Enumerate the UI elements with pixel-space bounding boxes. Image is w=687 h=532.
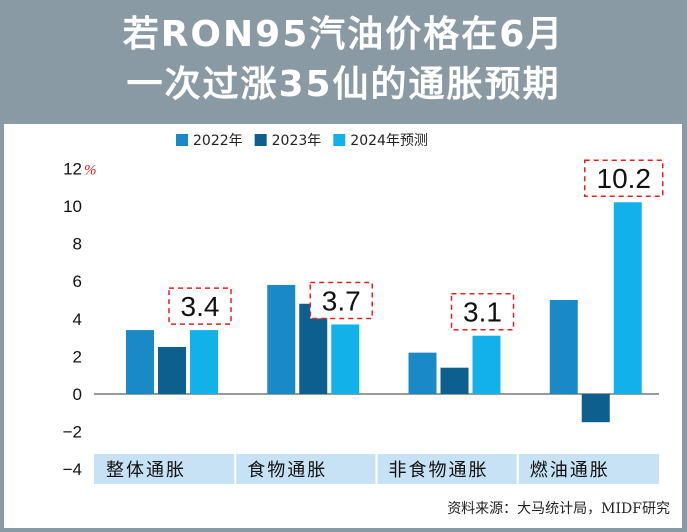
y-tick-label: −4 xyxy=(63,460,82,479)
legend-label-2: 2024年预测 xyxy=(350,133,428,149)
y-unit-label: % xyxy=(84,162,97,178)
category-label: 非食物通胀 xyxy=(389,460,489,481)
forecast-value-box xyxy=(168,287,232,325)
source-note: 资料来源：大马统计局，MIDF研究 xyxy=(447,501,670,517)
bar xyxy=(408,352,437,394)
bar xyxy=(581,394,610,423)
bar xyxy=(549,300,578,394)
bar xyxy=(613,202,642,394)
bar-chart: 2022年 2023年 2024年预测 −4 −2 0 2 4 6 8 10 12 % 整体通胀 3.4 食物… xyxy=(63,133,664,484)
category-label: 食物通胀 xyxy=(247,460,327,481)
forecast-data-label: 3.1 xyxy=(463,297,502,328)
forecast-value-box xyxy=(309,281,373,320)
forecast-value-box xyxy=(450,292,515,331)
y-tick-label: 10 xyxy=(63,197,82,216)
bar xyxy=(190,330,218,394)
category-label: 燃油通胀 xyxy=(530,460,610,481)
forecast-data-label: 10.2 xyxy=(597,163,652,194)
legend-swatch-2 xyxy=(333,134,346,146)
legend-swatch-0 xyxy=(176,134,188,146)
title-line-1: 若RON95汽油价格在6月 xyxy=(122,14,565,55)
y-tick-label: 4 xyxy=(73,310,82,329)
y-tick-label: 12 xyxy=(63,159,82,178)
bar xyxy=(331,324,360,394)
forecast-data-label: 3.4 xyxy=(181,291,220,322)
bar xyxy=(472,335,501,394)
y-tick-label: 8 xyxy=(73,235,82,254)
legend-label-1: 2023年 xyxy=(272,133,322,149)
bar xyxy=(440,367,469,394)
title-line-2: 一次过涨35仙的通胀预期 xyxy=(126,64,561,105)
y-tick-label: 0 xyxy=(73,385,82,404)
category-label: 整体通胀 xyxy=(106,460,186,481)
forecast-data-label: 3.7 xyxy=(322,285,361,316)
legend-label-0: 2022年 xyxy=(193,133,243,149)
header-banner: 若RON95汽油价格在6月 一次过涨35仙的通胀预期 xyxy=(0,0,687,122)
y-tick-label: 2 xyxy=(73,347,82,366)
forecast-value-box xyxy=(584,159,664,197)
chart-panel: 2022年 2023年 2024年预测 −4 −2 0 2 4 6 8 10 12% 整体通胀 3.4 食物… xyxy=(4,124,682,528)
y-tick-label: −2 xyxy=(63,423,82,442)
bar xyxy=(267,284,296,394)
y-tick-label: 6 xyxy=(73,272,82,291)
bar xyxy=(158,347,186,394)
legend-swatch-1 xyxy=(254,134,267,146)
bar xyxy=(126,330,154,394)
